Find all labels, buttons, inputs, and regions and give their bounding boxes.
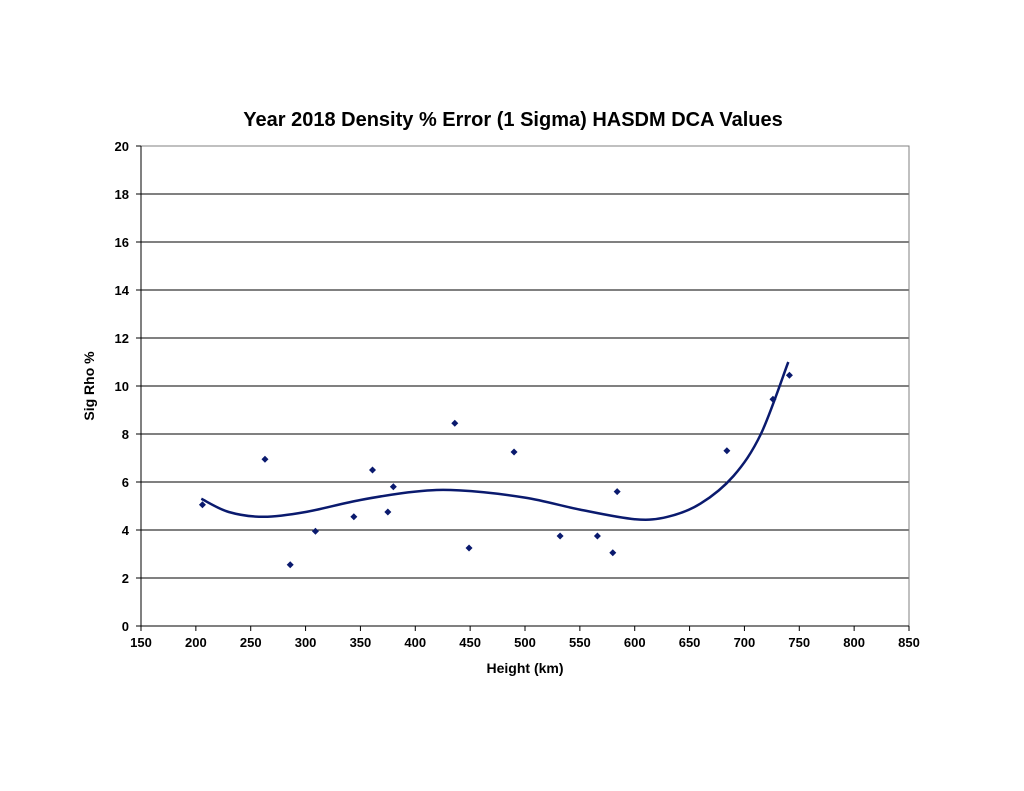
data-point bbox=[723, 447, 731, 455]
data-point bbox=[389, 483, 397, 491]
y-tick-label: 16 bbox=[115, 235, 129, 250]
y-tick-label: 12 bbox=[115, 331, 129, 346]
y-tick-label: 0 bbox=[122, 619, 129, 634]
y-tick-label: 18 bbox=[115, 187, 129, 202]
x-tick-label: 150 bbox=[130, 635, 152, 650]
x-tick-label: 600 bbox=[624, 635, 646, 650]
x-tick-label: 350 bbox=[350, 635, 372, 650]
x-tick-label: 300 bbox=[295, 635, 317, 650]
x-tick-label: 700 bbox=[734, 635, 756, 650]
data-point bbox=[311, 527, 319, 535]
y-axis-label: Sig Rho % bbox=[81, 351, 97, 421]
x-tick-label: 850 bbox=[898, 635, 920, 650]
data-point bbox=[769, 395, 777, 403]
y-tick-label: 6 bbox=[122, 475, 129, 490]
data-point bbox=[465, 544, 473, 552]
data-point bbox=[261, 455, 269, 463]
y-tick-label: 10 bbox=[115, 379, 129, 394]
x-tick-label: 250 bbox=[240, 635, 262, 650]
x-tick-label: 400 bbox=[404, 635, 426, 650]
data-point bbox=[510, 448, 518, 456]
data-points bbox=[198, 371, 793, 569]
x-tick-label: 450 bbox=[459, 635, 481, 650]
data-point bbox=[350, 513, 358, 521]
x-tick-label: 550 bbox=[569, 635, 591, 650]
y-tick-label: 8 bbox=[122, 427, 129, 442]
data-point bbox=[613, 488, 621, 496]
data-point bbox=[368, 466, 376, 474]
y-tick-label: 4 bbox=[122, 523, 130, 538]
data-point bbox=[785, 371, 793, 379]
data-point bbox=[451, 419, 459, 427]
data-point bbox=[593, 532, 601, 540]
x-tick-labels: 150 200 250 300 350 400 450 500 550 600 650 700 750 8… bbox=[130, 626, 920, 650]
chart-title: Year 2018 Density % Error (1 Sigma) HASD… bbox=[243, 109, 782, 131]
x-tick-label: 200 bbox=[185, 635, 207, 650]
y-tick-label: 14 bbox=[115, 283, 130, 298]
x-axis-label: Height (km) bbox=[487, 660, 564, 676]
y-tick-label: 20 bbox=[115, 139, 129, 154]
x-tick-label: 800 bbox=[843, 635, 865, 650]
data-point bbox=[384, 508, 392, 516]
x-tick-label: 500 bbox=[514, 635, 536, 650]
x-tick-label: 650 bbox=[679, 635, 701, 650]
trendline bbox=[200, 361, 790, 521]
data-point bbox=[198, 501, 206, 509]
y-tick-labels: 0 2 4 6 8 10 12 14 16 18 20 bbox=[115, 139, 141, 634]
data-point bbox=[556, 532, 564, 540]
y-tick-label: 2 bbox=[122, 571, 129, 586]
x-tick-label: 750 bbox=[788, 635, 810, 650]
gridlines bbox=[141, 145, 909, 579]
data-point bbox=[286, 561, 294, 569]
data-point bbox=[609, 549, 617, 557]
